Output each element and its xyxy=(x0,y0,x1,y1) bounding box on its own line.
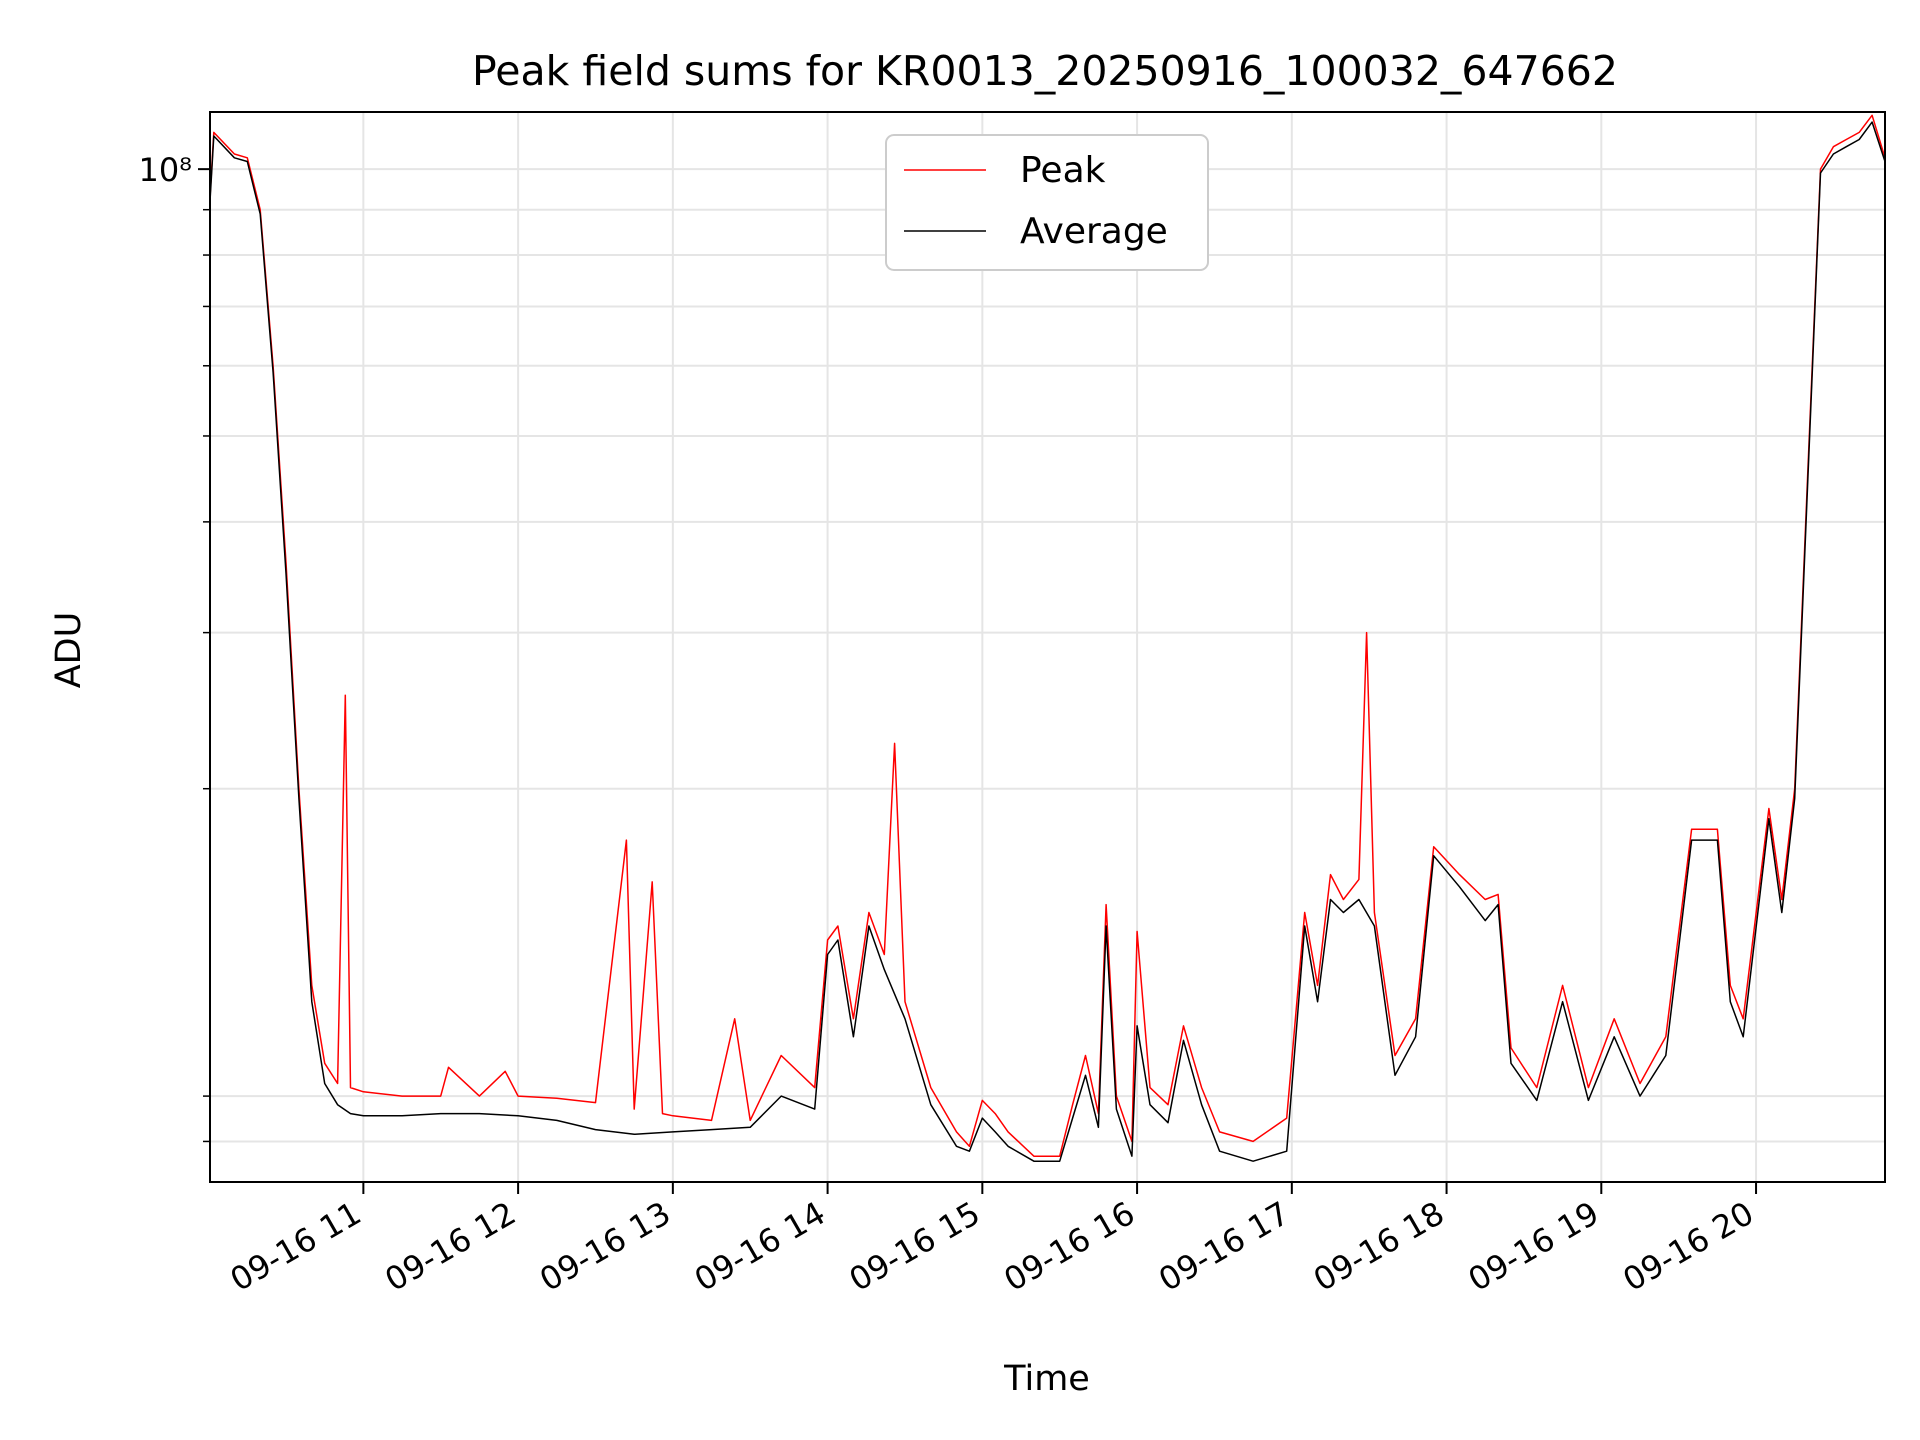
legend-box xyxy=(885,134,1209,271)
legend-peak-label: Peak xyxy=(1020,150,1106,191)
legend-average-label: Average xyxy=(1020,211,1168,252)
y-axis-label: ADU xyxy=(49,612,89,689)
series-peak-line xyxy=(209,114,1886,1157)
legend: Peak Average xyxy=(885,134,1209,271)
x-axis-label: Time xyxy=(1003,1359,1090,1399)
plot-frame xyxy=(209,111,1886,1183)
series-layer xyxy=(209,114,1886,1162)
y-tick-label: 10⁸ xyxy=(138,151,192,189)
series-average-line xyxy=(209,121,1886,1162)
chart-title: Peak field sums for KR0013_20250916_1000… xyxy=(472,47,1618,95)
